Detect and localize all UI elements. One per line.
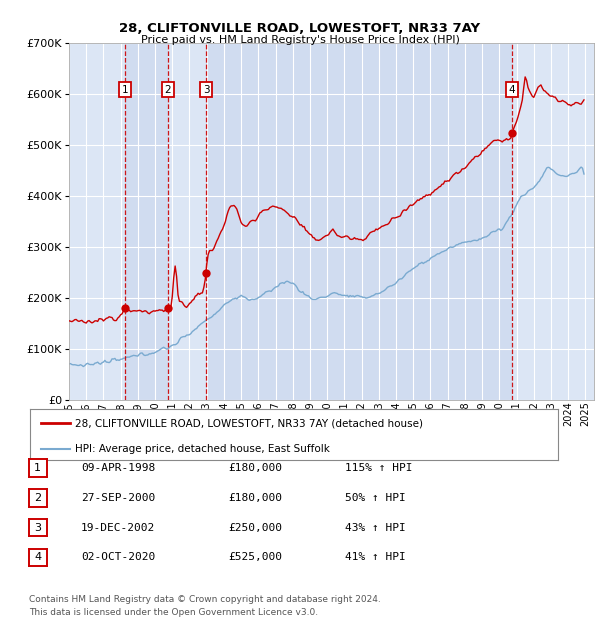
- Bar: [168, 43, 206, 400]
- Text: 115% ↑ HPI: 115% ↑ HPI: [345, 463, 413, 473]
- Text: 1: 1: [122, 85, 128, 95]
- Text: 3: 3: [34, 523, 41, 533]
- Bar: [206, 43, 512, 400]
- Text: HPI: Average price, detached house, East Suffolk: HPI: Average price, detached house, East…: [75, 444, 330, 454]
- Text: 09-APR-1998: 09-APR-1998: [81, 463, 155, 473]
- Bar: [125, 43, 168, 400]
- Text: Contains HM Land Registry data © Crown copyright and database right 2024.: Contains HM Land Registry data © Crown c…: [29, 595, 380, 604]
- Text: £180,000: £180,000: [228, 463, 282, 473]
- Text: 1: 1: [34, 463, 41, 473]
- Text: This data is licensed under the Open Government Licence v3.0.: This data is licensed under the Open Gov…: [29, 608, 318, 617]
- Bar: [69, 43, 125, 400]
- Text: 2: 2: [164, 85, 171, 95]
- Text: £525,000: £525,000: [228, 552, 282, 562]
- Text: 19-DEC-2002: 19-DEC-2002: [81, 523, 155, 533]
- Text: 02-OCT-2020: 02-OCT-2020: [81, 552, 155, 562]
- Text: 41% ↑ HPI: 41% ↑ HPI: [345, 552, 406, 562]
- Text: 50% ↑ HPI: 50% ↑ HPI: [345, 493, 406, 503]
- Text: £250,000: £250,000: [228, 523, 282, 533]
- Text: 4: 4: [509, 85, 515, 95]
- Text: £180,000: £180,000: [228, 493, 282, 503]
- Bar: [512, 43, 594, 400]
- Text: 27-SEP-2000: 27-SEP-2000: [81, 493, 155, 503]
- Text: 28, CLIFTONVILLE ROAD, LOWESTOFT, NR33 7AY: 28, CLIFTONVILLE ROAD, LOWESTOFT, NR33 7…: [119, 22, 481, 35]
- Text: 43% ↑ HPI: 43% ↑ HPI: [345, 523, 406, 533]
- Text: Price paid vs. HM Land Registry's House Price Index (HPI): Price paid vs. HM Land Registry's House …: [140, 35, 460, 45]
- Text: 4: 4: [34, 552, 41, 562]
- Text: 28, CLIFTONVILLE ROAD, LOWESTOFT, NR33 7AY (detached house): 28, CLIFTONVILLE ROAD, LOWESTOFT, NR33 7…: [75, 418, 423, 428]
- Text: 2: 2: [34, 493, 41, 503]
- Text: 3: 3: [203, 85, 209, 95]
